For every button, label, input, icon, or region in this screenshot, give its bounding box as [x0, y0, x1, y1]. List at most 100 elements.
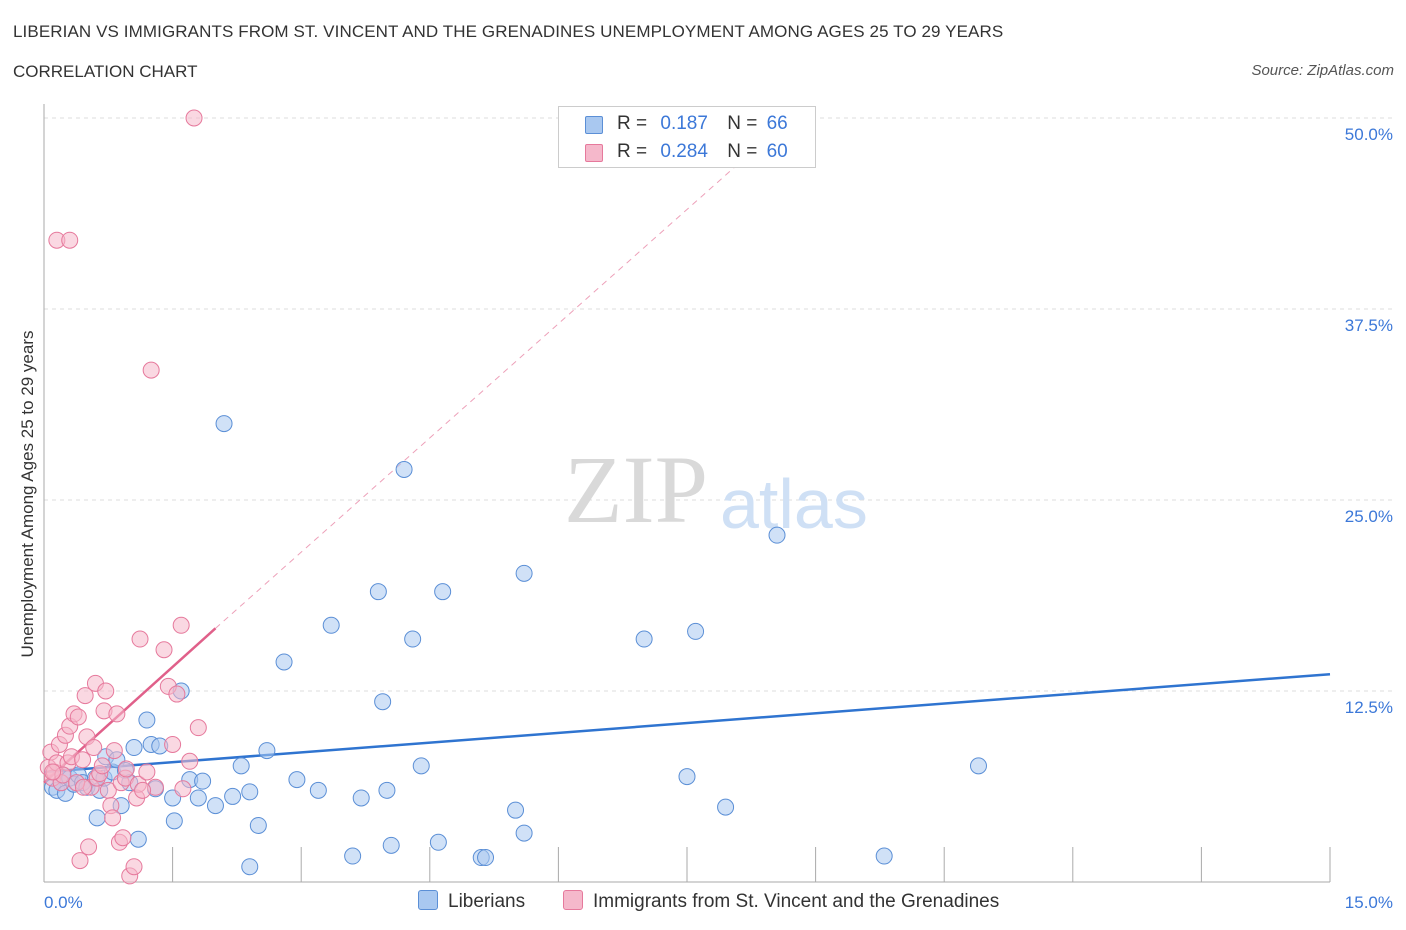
data-point [142, 361, 160, 379]
data-point [168, 685, 186, 703]
r-label: R = [617, 113, 648, 134]
data-point [224, 787, 242, 805]
legend-swatch-pink [563, 890, 583, 910]
data-point [352, 789, 370, 807]
data-point [138, 763, 156, 781]
n-label: N = [727, 141, 758, 162]
data-point [134, 781, 152, 799]
data-point [215, 415, 233, 433]
data-point [678, 768, 696, 786]
y-axis-label: Unemployment Among Ages 25 to 29 years [18, 331, 37, 658]
watermark: ZIP atlas [564, 436, 868, 543]
data-point [249, 816, 267, 834]
data-point [105, 742, 123, 760]
x-tick-label: 0.0% [44, 893, 83, 912]
legend-swatch-pink [585, 144, 603, 162]
legend-item-immigrants[interactable]: Immigrants from St. Vincent and the Gren… [563, 890, 999, 913]
data-point [131, 630, 149, 648]
data-point [114, 829, 132, 847]
watermark-zip: ZIP [564, 436, 708, 543]
data-point [76, 687, 94, 705]
grid-lines [44, 117, 1394, 692]
data-point [125, 858, 143, 876]
data-point [172, 616, 190, 634]
data-point [88, 809, 106, 827]
data-point [717, 798, 735, 816]
data-point [515, 564, 533, 582]
n-value: 60 [766, 141, 788, 162]
data-point [687, 622, 705, 640]
data-point [344, 847, 362, 865]
data-point [44, 763, 62, 781]
data-point [258, 742, 276, 760]
data-point [404, 630, 422, 648]
data-point [74, 751, 92, 769]
data-point [374, 693, 392, 711]
data-point [378, 781, 396, 799]
data-point [515, 824, 533, 842]
source-label: Source: ZipAtlas.com [1251, 62, 1394, 79]
data-point [275, 653, 293, 671]
data-point [189, 789, 207, 807]
stats-legend: R = 0.187 N = 66 R = 0.284 N = 60 [558, 106, 816, 168]
data-point [507, 801, 525, 819]
data-point [125, 739, 143, 757]
r-value: 0.284 [660, 141, 708, 162]
n-value: 66 [766, 113, 788, 134]
data-point [412, 757, 430, 775]
data-point [395, 460, 413, 478]
r-value: 0.187 [660, 113, 708, 134]
legend-label: Immigrants from St. Vincent and the Gren… [593, 891, 1000, 912]
data-point [181, 752, 199, 770]
data-point [155, 641, 173, 659]
data-point [104, 809, 122, 827]
series-immigrants [39, 109, 207, 885]
data-point [768, 526, 786, 544]
legend-item-liberians[interactable]: Liberians [418, 890, 525, 913]
data-point [969, 757, 987, 775]
legend-label: Liberians [448, 891, 526, 912]
data-point [288, 771, 306, 789]
y-tick-label: 37.5% [1345, 316, 1393, 335]
trend-line [43, 672, 1331, 774]
data-points [39, 109, 987, 885]
tick-labels: 12.5% 25.0% 37.5% 50.0% 0.0% 15.0% [44, 125, 1393, 912]
data-point [165, 812, 183, 830]
data-point [477, 849, 495, 867]
data-point [85, 739, 103, 757]
r-label: R = [617, 141, 648, 162]
data-point [71, 852, 89, 870]
x-tick-label: 15.0% [1345, 893, 1393, 912]
data-point [80, 838, 98, 856]
data-point [194, 772, 212, 790]
data-point [164, 735, 182, 753]
data-point [74, 778, 92, 796]
data-point [382, 836, 400, 854]
data-point [174, 780, 192, 798]
data-point [206, 797, 224, 815]
series-liberians [44, 415, 987, 876]
chart-subtitle: CORRELATION CHART [13, 62, 198, 81]
data-point [309, 781, 327, 799]
data-point [117, 760, 135, 778]
y-tick-label: 12.5% [1345, 698, 1393, 717]
data-point [185, 109, 203, 127]
data-point [129, 830, 147, 848]
data-point [429, 833, 447, 851]
data-point [97, 682, 115, 700]
y-tick-label: 25.0% [1345, 507, 1393, 526]
data-point [875, 847, 893, 865]
n-label: N = [727, 113, 758, 134]
legend-swatch-blue [585, 116, 603, 134]
data-point [322, 616, 340, 634]
data-point [189, 719, 207, 737]
data-point [635, 630, 653, 648]
watermark-atlas: atlas [720, 465, 868, 543]
legend-swatch-blue [418, 890, 438, 910]
data-point [108, 705, 126, 723]
data-point [93, 757, 111, 775]
chart-title: LIBERIAN VS IMMIGRANTS FROM ST. VINCENT … [13, 22, 1004, 41]
data-point [69, 708, 87, 726]
data-point [434, 583, 452, 601]
